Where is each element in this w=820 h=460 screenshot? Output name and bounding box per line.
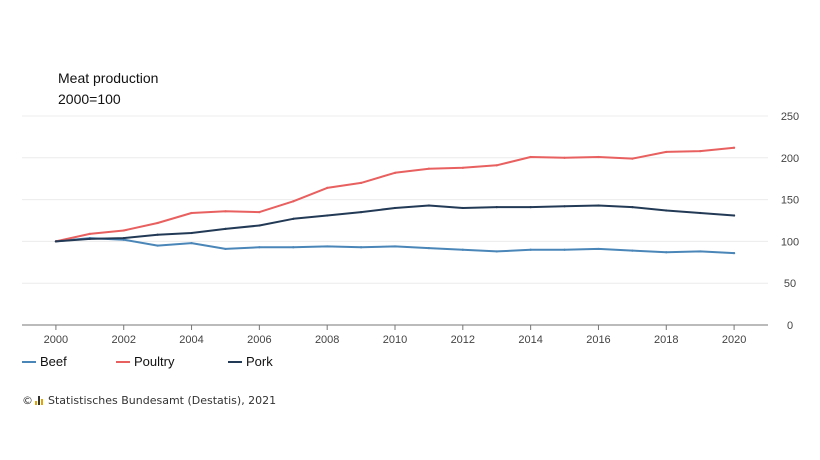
point-poultry-2011 (427, 167, 431, 170)
point-pork-2015 (563, 205, 566, 208)
point-pork-2011 (427, 204, 431, 207)
point-pork-2017 (631, 206, 634, 209)
point-poultry-2015 (563, 156, 566, 159)
point-poultry-2009 (359, 181, 363, 184)
legend-item-beef: Beef (22, 354, 67, 369)
chart-subtitle: 2000=100 (58, 91, 121, 107)
point-beef-2005 (224, 247, 227, 251)
legend-item-pork: Pork (228, 354, 273, 369)
legend-label-poultry: Poultry (134, 354, 175, 369)
point-pork-2007 (292, 217, 295, 220)
point-poultry-2008 (326, 186, 329, 189)
series-line-poultry (54, 146, 736, 243)
x-tick-label-2002: 2002 (111, 334, 135, 346)
series-layer (54, 146, 736, 255)
point-beef-2007 (292, 246, 295, 249)
point-beef-2008 (326, 245, 329, 248)
x-tick-label-2006: 2006 (247, 334, 271, 346)
point-poultry-2010 (393, 171, 397, 174)
point-beef-2012 (461, 248, 464, 251)
point-beef-2010 (393, 245, 397, 248)
y-tick-label-100: 100 (781, 236, 799, 248)
point-pork-2008 (326, 214, 329, 217)
y-tick-label-150: 150 (781, 195, 799, 207)
legend-swatch-beef (22, 360, 36, 363)
point-pork-2020 (732, 214, 736, 217)
point-beef-2018 (665, 251, 668, 254)
legend-label-pork: Pork (246, 354, 273, 369)
point-pork-2000 (54, 240, 58, 243)
point-pork-2012 (461, 206, 464, 210)
point-poultry-2002 (122, 229, 125, 232)
point-pork-2002 (122, 236, 125, 240)
point-pork-2013 (495, 206, 498, 209)
point-poultry-2001 (88, 232, 91, 235)
y-tick-label-250: 250 (781, 111, 799, 123)
chart-title: Meat production (58, 70, 159, 86)
point-beef-2006 (258, 246, 261, 249)
point-pork-2006 (258, 224, 261, 227)
copyright-symbol: © (22, 394, 33, 407)
point-beef-2009 (359, 246, 363, 249)
grid-layer (22, 115, 768, 284)
point-pork-2018 (665, 209, 668, 212)
point-poultry-2012 (461, 166, 464, 169)
chart-title-block: Meat production 2000=100 (58, 68, 158, 110)
point-beef-2015 (563, 248, 566, 251)
point-poultry-2019 (699, 150, 702, 153)
point-poultry-2013 (495, 164, 498, 167)
y-tick-label-200: 200 (781, 153, 799, 165)
legend-swatch-pork (228, 360, 242, 363)
point-beef-2014 (529, 248, 532, 251)
point-pork-2003 (156, 233, 159, 236)
x-tick-label-2004: 2004 (179, 334, 203, 346)
x-tick-label-2018: 2018 (654, 334, 678, 346)
point-beef-2013 (495, 250, 498, 253)
point-poultry-2005 (224, 210, 227, 213)
point-beef-2019 (699, 250, 702, 253)
x-tick-label-2008: 2008 (315, 334, 339, 346)
point-beef-2020 (732, 252, 736, 255)
destatis-logo-icon (35, 396, 45, 405)
point-pork-2016 (597, 204, 600, 207)
axis-layer: 0 50 100 150 200 250 2000 2002 2004 2006 2008 2010 2… (22, 111, 799, 346)
point-pork-2010 (393, 206, 397, 210)
x-tick-label-2012: 2012 (451, 334, 475, 346)
point-pork-2009 (359, 211, 363, 214)
point-beef-2002 (122, 238, 125, 241)
point-pork-2004 (190, 231, 193, 235)
x-tick-label-2014: 2014 (518, 334, 542, 346)
point-poultry-2017 (631, 157, 634, 160)
point-poultry-2020 (732, 146, 736, 149)
point-pork-2014 (529, 206, 532, 209)
point-pork-2005 (224, 227, 227, 230)
point-poultry-2006 (258, 211, 261, 214)
legend-swatch-poultry (116, 360, 130, 363)
legend-item-poultry: Poultry (116, 354, 174, 369)
credit-line: © Statistisches Bundesamt (Destatis), 20… (22, 394, 276, 407)
point-beef-2004 (190, 241, 193, 245)
credit-text: Statistisches Bundesamt (Destatis), 2021 (48, 394, 277, 407)
point-pork-2019 (699, 211, 702, 215)
point-poultry-2007 (292, 200, 295, 203)
y-tick-label-50: 50 (784, 278, 796, 290)
y-tick-label-0: 0 (787, 320, 793, 332)
point-beef-2003 (156, 244, 159, 247)
x-tick-label-2000: 2000 (44, 334, 68, 346)
point-pork-2001 (88, 237, 91, 240)
point-poultry-2018 (665, 150, 668, 154)
point-beef-2017 (631, 249, 634, 252)
point-poultry-2016 (597, 155, 600, 159)
point-poultry-2004 (190, 211, 193, 215)
x-tick-label-2020: 2020 (722, 334, 746, 346)
x-tick-label-2010: 2010 (383, 334, 407, 346)
point-poultry-2003 (156, 221, 159, 225)
point-beef-2011 (427, 246, 431, 250)
point-poultry-2014 (529, 155, 532, 159)
legend-label-beef: Beef (40, 354, 67, 369)
x-tick-label-2016: 2016 (586, 334, 610, 346)
point-beef-2016 (597, 247, 600, 251)
